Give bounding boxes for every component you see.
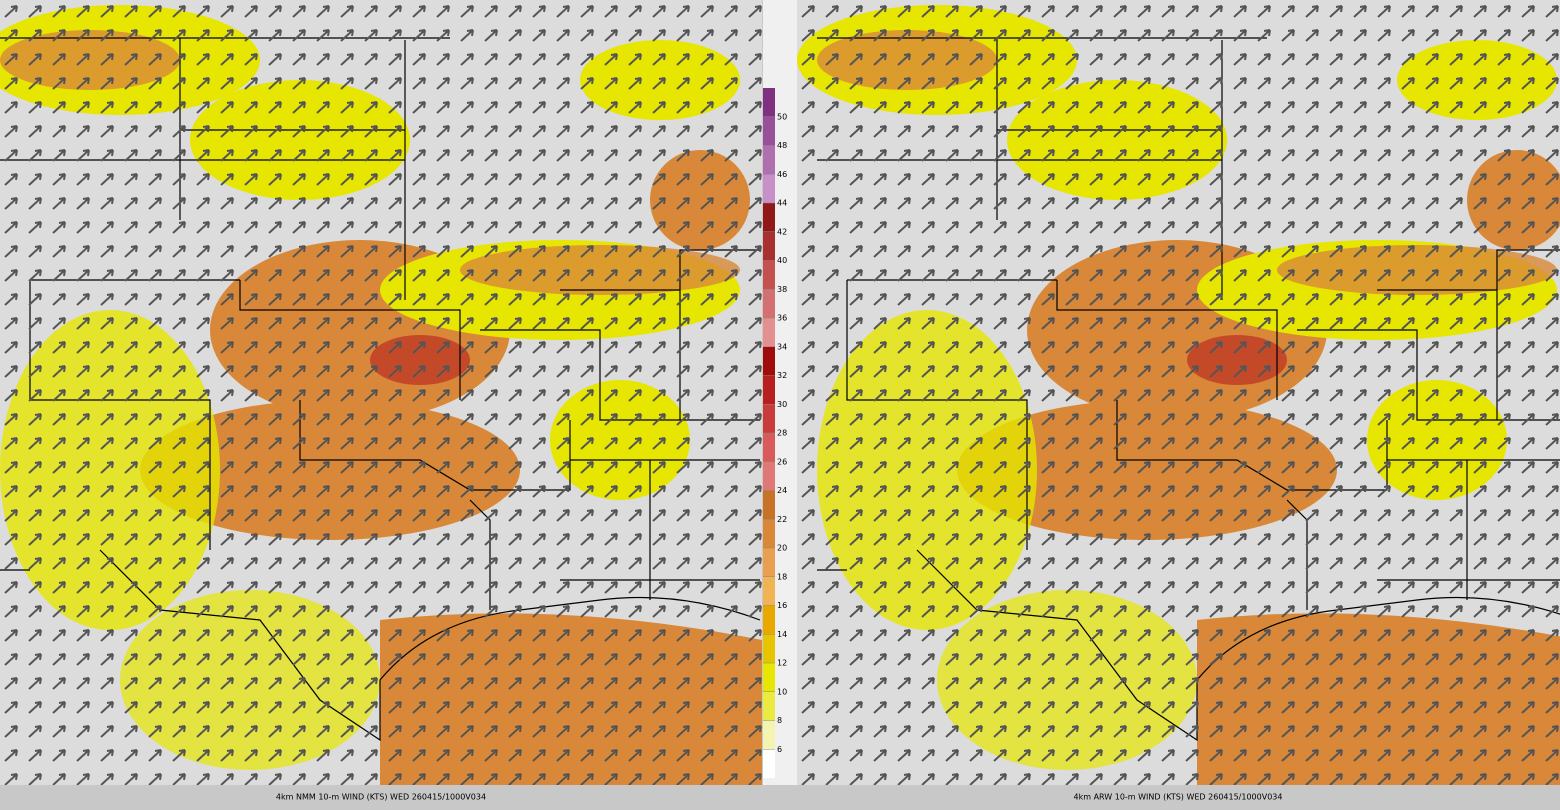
colorbar-swatch bbox=[763, 404, 775, 433]
colorbar-swatch bbox=[763, 174, 775, 203]
colorbar-label: 48 bbox=[777, 141, 787, 150]
colorbar-label: 42 bbox=[777, 227, 787, 236]
colorbar-swatch bbox=[763, 634, 775, 663]
colorbar-label: 40 bbox=[777, 256, 787, 265]
colorbar-swatch bbox=[763, 203, 775, 232]
colorbar-swatch bbox=[763, 663, 775, 692]
colorbar-swatch bbox=[763, 720, 775, 750]
colorbar-swatch bbox=[763, 433, 775, 462]
colorbar-label: 20 bbox=[777, 544, 787, 553]
colorbar-swatch bbox=[763, 749, 775, 778]
colorbar-swatch bbox=[763, 260, 775, 290]
colorbar-swatch bbox=[763, 289, 775, 318]
colorbar-swatch bbox=[763, 576, 775, 606]
colorbar-swatch bbox=[763, 116, 775, 146]
colorbar: 6 8 10 12 14 16 18 20 22 24 26 28 30 32 34 36 38 40 42 44 46… bbox=[763, 88, 787, 778]
colorbar-swatch bbox=[763, 145, 775, 175]
colorbar-label: 32 bbox=[777, 371, 787, 380]
colorbar-label: 34 bbox=[777, 342, 787, 351]
colorbar-swatch bbox=[763, 88, 775, 117]
colorbar-label: 30 bbox=[777, 400, 787, 409]
colorbar-label: 8 bbox=[777, 716, 782, 725]
colorbar-label: 18 bbox=[777, 572, 787, 581]
colorbar-label: 16 bbox=[777, 601, 787, 610]
colorbar-swatch bbox=[763, 691, 775, 721]
colorbar-label: 28 bbox=[777, 429, 787, 438]
colorbar-label: 22 bbox=[777, 515, 787, 524]
colorbar-label: 10 bbox=[777, 687, 787, 696]
colorbar-label: 44 bbox=[777, 199, 787, 208]
colorbar-swatch bbox=[763, 231, 775, 261]
colorbar-swatch bbox=[763, 519, 775, 548]
colorbar-label: 14 bbox=[777, 630, 787, 639]
colorbar-swatch bbox=[763, 375, 775, 405]
map-panel-left bbox=[0, 0, 762, 785]
colorbar-swatch bbox=[763, 461, 775, 491]
colorbar-label: 24 bbox=[777, 486, 787, 495]
colorbar-label: 26 bbox=[777, 457, 787, 466]
colorbar-label: 46 bbox=[777, 170, 787, 179]
colorbar-swatch bbox=[763, 605, 775, 635]
colorbar-label: 12 bbox=[777, 659, 787, 668]
colorbar-label: 38 bbox=[777, 285, 787, 294]
panel-caption: 4km ARW 10-m WIND (KTS) WED 260415/1000V… bbox=[1074, 793, 1283, 802]
colorbar-swatch bbox=[763, 490, 775, 520]
colorbar-swatch bbox=[763, 346, 775, 376]
panel-caption: 4km NMM 10-m WIND (KTS) WED 260415/1000V… bbox=[276, 793, 486, 802]
colorbar-swatch bbox=[763, 548, 775, 577]
colorbar-label: 50 bbox=[777, 112, 787, 121]
colorbar-swatch bbox=[763, 318, 775, 347]
colorbar-label: 6 bbox=[777, 745, 782, 754]
map-panel-right bbox=[797, 0, 1560, 785]
colorbar-label: 36 bbox=[777, 314, 787, 323]
